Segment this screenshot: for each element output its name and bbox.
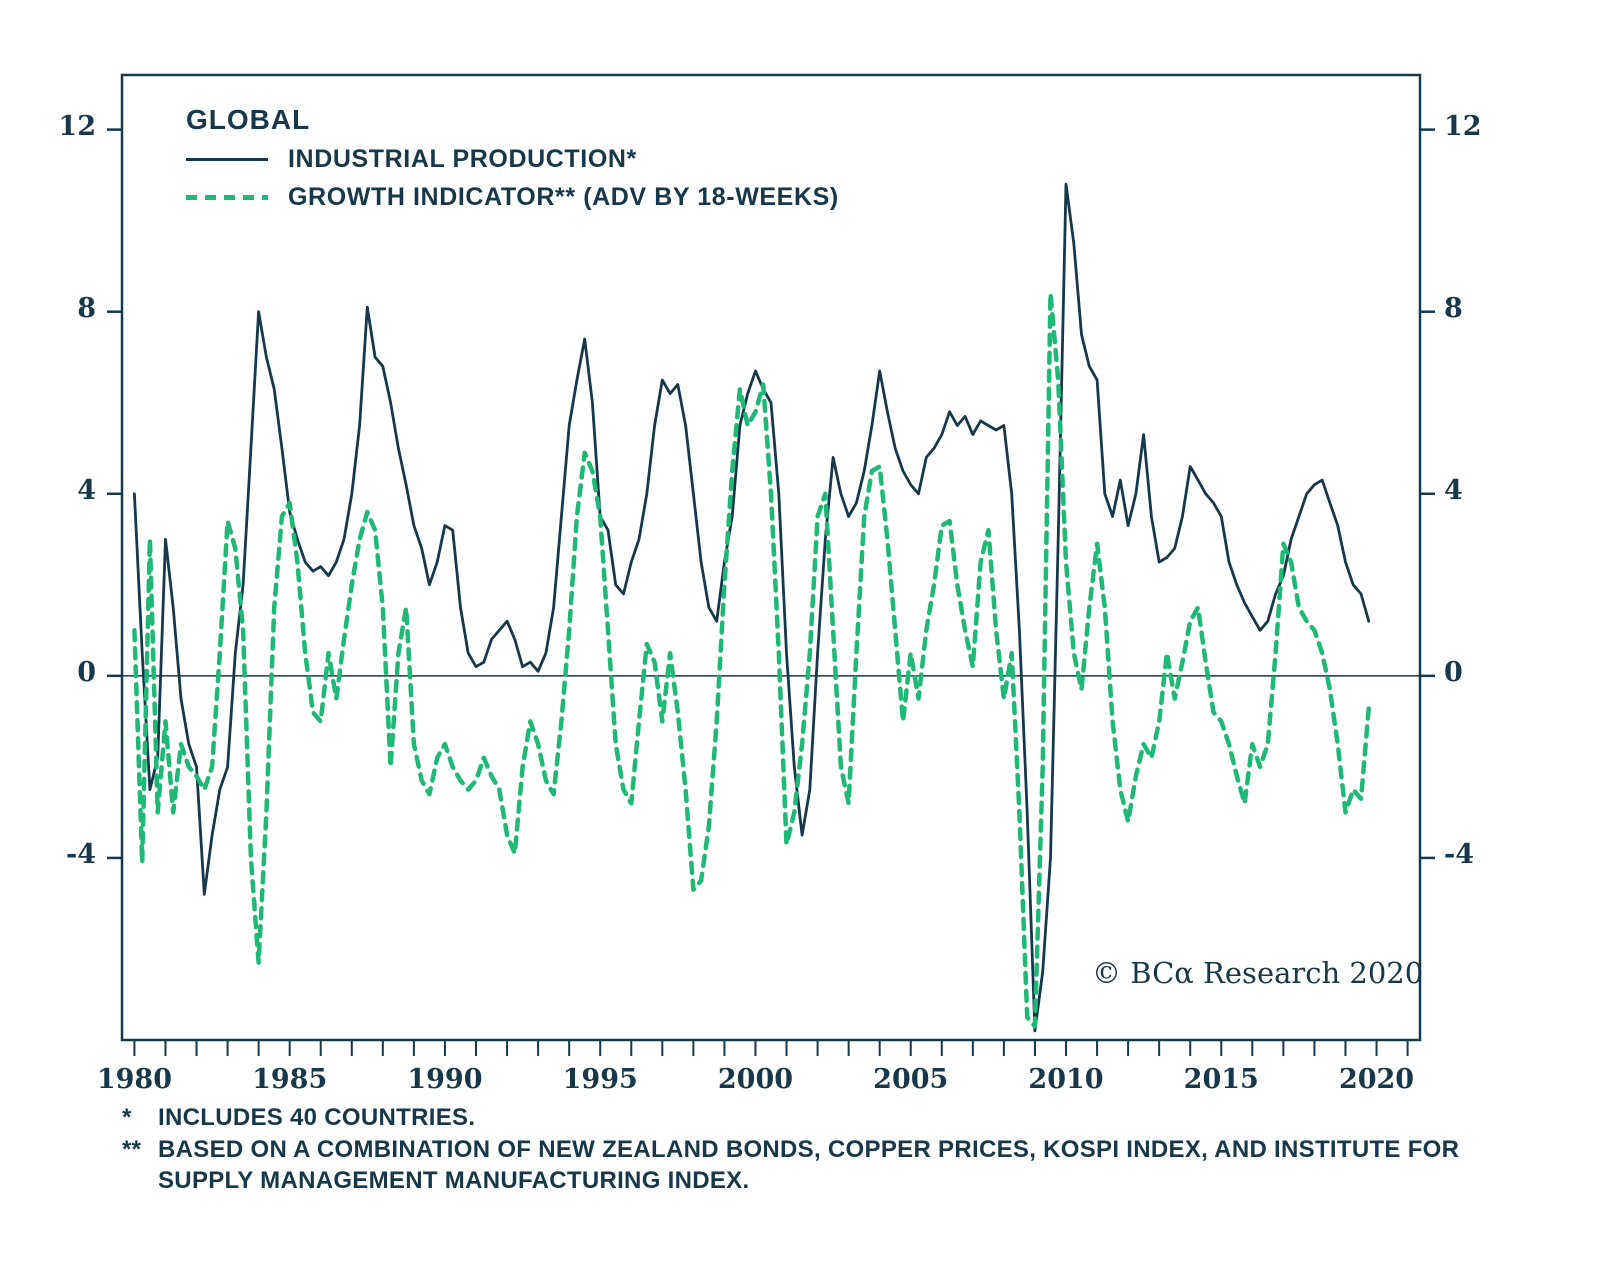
x-axis-tick-label: 2005 (873, 1064, 949, 1095)
chart-legend: GLOBAL INDUSTRIAL PRODUCTION* GROWTH IND… (186, 104, 839, 216)
copyright-text: © BCα Research 2020 (1092, 956, 1424, 990)
footnote-text: INCLUDES 40 COUNTRIES. (158, 1104, 476, 1131)
y-axis-tick-label-right: 0 (1444, 656, 1463, 688)
growth-indicator-label: GROWTH INDICATOR** (ADV BY 18-WEEKS) (288, 182, 839, 211)
x-axis-tick-label: 2000 (717, 1064, 794, 1095)
x-axis-tick-label: 1985 (252, 1064, 328, 1095)
industrial-production-line-swatch (186, 157, 268, 161)
legend-row-industrial-production: INDUSTRIAL PRODUCTION* (186, 140, 839, 178)
y-axis-tick-label-left: -4 (66, 838, 96, 870)
legend-row-growth-indicator: GROWTH INDICATOR** (ADV BY 18-WEEKS) (186, 178, 839, 216)
industrial-production-label: INDUSTRIAL PRODUCTION* (288, 144, 637, 173)
footnote-indicator-composition: ** BASED ON A COMBINATION OF NEW ZEALAND… (122, 1134, 1532, 1197)
chart-title: GLOBAL (186, 104, 311, 135)
x-axis-tick-label: 1990 (407, 1064, 483, 1095)
footnote-includes-countries: * INCLUDES 40 COUNTRIES. (122, 1102, 1532, 1134)
y-axis-tick-label-left: 4 (77, 474, 96, 506)
y-axis-tick-label-left: 0 (77, 656, 96, 688)
y-axis-tick-label-left: 8 (77, 292, 96, 324)
x-axis-tick-label: 2020 (1338, 1064, 1415, 1095)
x-axis-tick-label: 2015 (1183, 1064, 1259, 1095)
footnote-text: BASED ON A COMBINATION OF NEW ZEALAND BO… (158, 1135, 1460, 1195)
y-axis-tick-label-right: 8 (1444, 292, 1463, 324)
y-axis-tick-label-right: 12 (1444, 110, 1482, 142)
growth-indicator-line-swatch (186, 194, 268, 200)
y-axis-tick-label-right: 4 (1444, 474, 1463, 506)
x-axis-tick-label: 1995 (562, 1064, 638, 1095)
y-axis-tick-label-left: 12 (58, 110, 96, 142)
footnotes: * INCLUDES 40 COUNTRIES. ** BASED ON A C… (122, 1102, 1532, 1197)
footnote-marker: * (122, 1104, 132, 1131)
x-axis-tick-label: 2010 (1028, 1064, 1104, 1095)
footnote-marker: ** (122, 1135, 142, 1163)
x-axis-tick-label: 1980 (96, 1064, 172, 1095)
y-axis-tick-label-right: -4 (1444, 838, 1474, 870)
